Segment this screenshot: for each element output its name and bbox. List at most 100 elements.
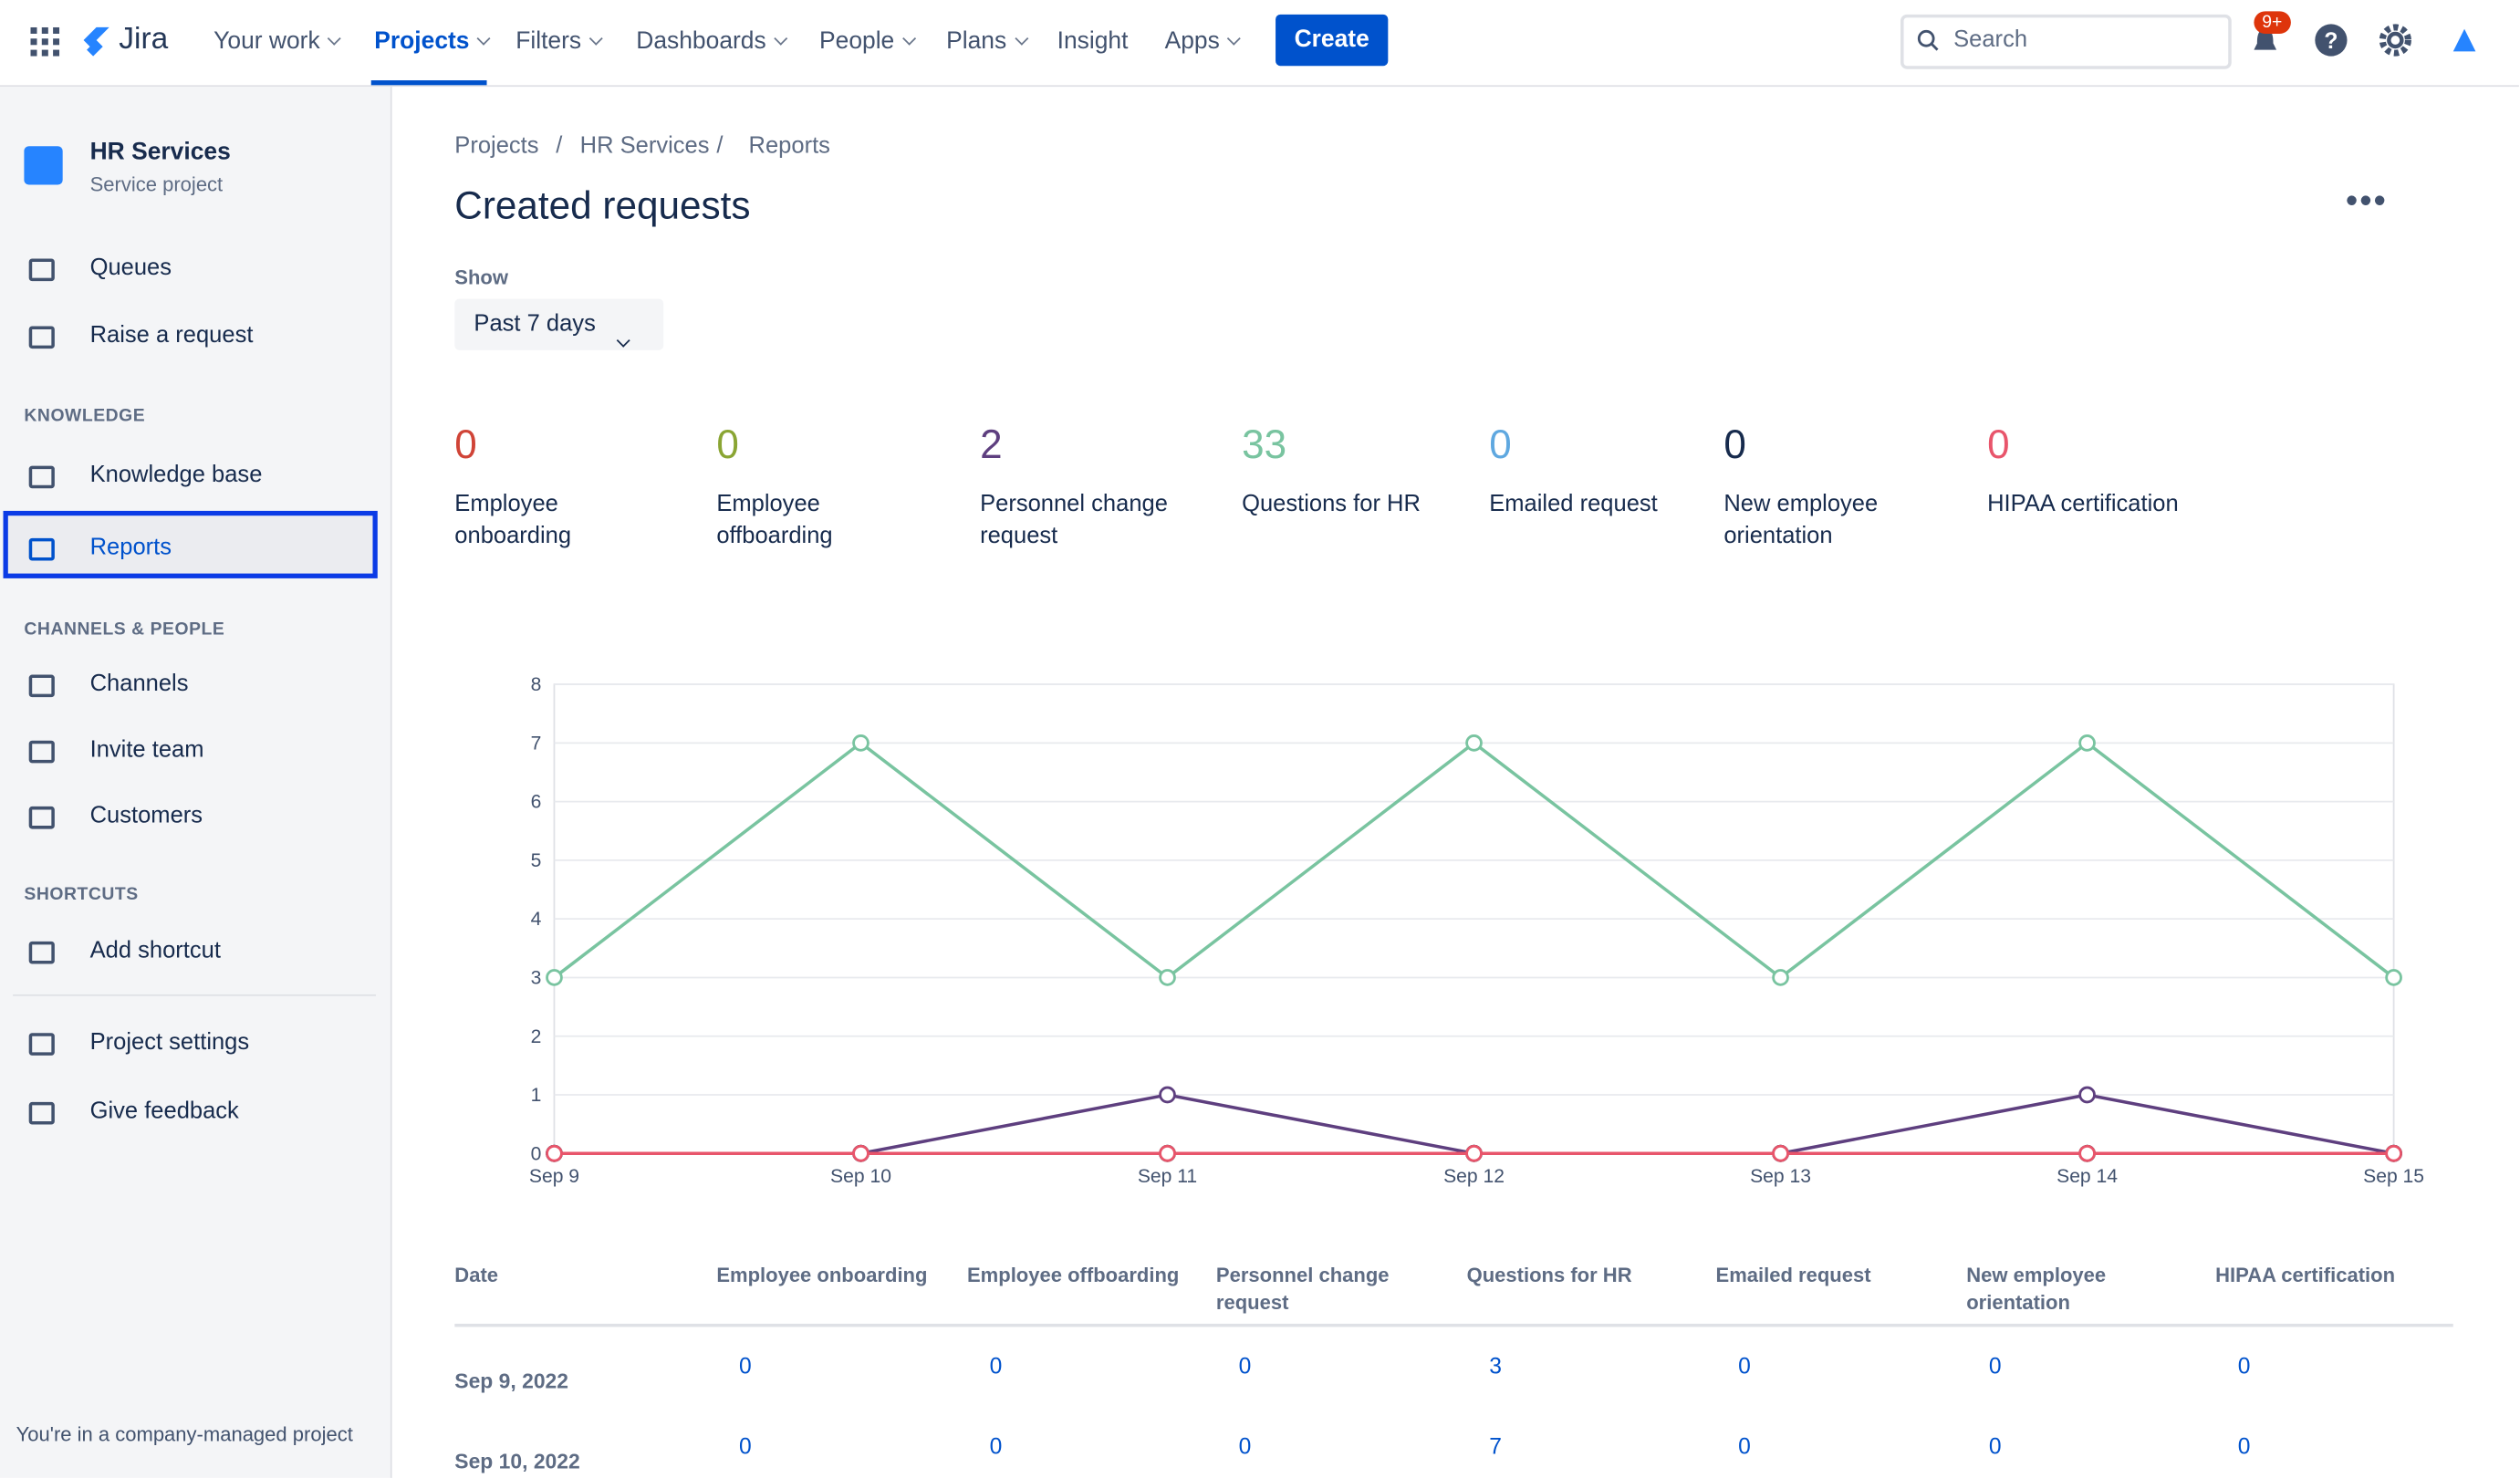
- settings-icon[interactable]: [2378, 23, 2413, 58]
- nav-icon: [28, 326, 55, 349]
- sidebar-item[interactable]: Invite team: [89, 737, 204, 764]
- y-tick-label: 4: [531, 909, 542, 930]
- jira-logo[interactable]: [80, 24, 112, 57]
- sidebar-item[interactable]: Knowledge base: [89, 463, 263, 489]
- nav-icon: [28, 537, 55, 561]
- table-date: Sep 10, 2022: [454, 1449, 580, 1473]
- svg-text:?: ?: [2324, 29, 2338, 54]
- table-header: Personnel change request: [1215, 1264, 1390, 1315]
- app-switcher[interactable]: [30, 26, 60, 57]
- table-value[interactable]: 0: [989, 1432, 1003, 1459]
- table-value[interactable]: 0: [738, 1352, 752, 1379]
- y-tick-label: 6: [531, 792, 542, 813]
- nav-item[interactable]: Dashboards: [636, 27, 788, 55]
- product-name[interactable]: Jira: [119, 22, 169, 57]
- sidebar: [0, 87, 392, 1478]
- active-indicator: [370, 80, 487, 86]
- table-header: Questions for HR: [1466, 1264, 1632, 1287]
- table-value[interactable]: 0: [1988, 1352, 2002, 1379]
- more-actions[interactable]: •••: [2345, 180, 2388, 221]
- sidebar-item[interactable]: Reports: [89, 535, 172, 561]
- nav-item[interactable]: Your work: [213, 27, 341, 55]
- data-point: [1465, 734, 1483, 752]
- y-tick-label: 8: [531, 674, 542, 695]
- section-heading: KNOWLEDGE: [24, 406, 146, 426]
- data-point: [2078, 1144, 2096, 1162]
- top-nav: [0, 0, 2519, 88]
- summary-count: 0: [1489, 422, 1512, 468]
- y-tick-label: 7: [531, 733, 542, 754]
- project-type: Service project: [89, 173, 224, 196]
- nav-item[interactable]: Plans: [946, 27, 1028, 55]
- sidebar-item[interactable]: Give feedback: [89, 1098, 239, 1125]
- table-value[interactable]: 3: [1489, 1352, 1502, 1379]
- search-box[interactable]: [1900, 14, 2232, 69]
- table-value[interactable]: 0: [1238, 1432, 1252, 1459]
- data-point: [852, 734, 870, 752]
- breadcrumb[interactable]: Projects: [454, 133, 539, 160]
- y-tick-label: 2: [531, 1026, 542, 1047]
- table-value[interactable]: 0: [989, 1352, 1003, 1379]
- nav-icon: [28, 806, 55, 829]
- caret: [588, 31, 603, 46]
- data-point: [2078, 1086, 2096, 1104]
- breadcrumb-separator: /: [556, 133, 563, 160]
- page-title: Created requests: [454, 184, 751, 229]
- data-point: [1159, 1086, 1176, 1104]
- nav-item[interactable]: Apps: [1165, 27, 1242, 55]
- nav-icon: [28, 1101, 55, 1125]
- table-value[interactable]: 0: [1738, 1432, 1751, 1459]
- nav-item[interactable]: Insight: [1057, 26, 1129, 55]
- data-point: [546, 969, 563, 986]
- sidebar-item[interactable]: Add shortcut: [89, 938, 221, 964]
- table-value[interactable]: 0: [1738, 1352, 1751, 1379]
- create-button[interactable]: Create: [1276, 14, 1389, 67]
- table-value[interactable]: 7: [1489, 1432, 1502, 1459]
- x-tick-label: Sep 14: [2057, 1166, 2118, 1187]
- nav-icon: [28, 740, 55, 764]
- caret: [328, 31, 341, 46]
- x-tick-label: Sep 15: [2363, 1166, 2424, 1187]
- nav-item[interactable]: Filters: [515, 27, 603, 55]
- summary-count: 33: [1242, 422, 1287, 468]
- table-value[interactable]: 0: [2237, 1352, 2251, 1379]
- notifications-icon[interactable]: [2249, 26, 2281, 57]
- y-tick-label: 3: [531, 967, 542, 988]
- data-point: [1465, 1144, 1483, 1162]
- sidebar-item[interactable]: Queues: [89, 255, 172, 282]
- project-name[interactable]: HR Services: [89, 138, 231, 166]
- x-tick-label: Sep 10: [830, 1166, 891, 1187]
- sidebar-item[interactable]: Customers: [89, 803, 203, 829]
- table-header: Employee offboarding: [967, 1264, 1180, 1287]
- summary-count: 2: [980, 422, 1003, 468]
- project-avatar: [24, 146, 63, 185]
- table-value[interactable]: 0: [1238, 1352, 1252, 1379]
- table-header: Date: [454, 1264, 499, 1287]
- section-heading: CHANNELS & PEOPLE: [24, 619, 225, 640]
- data-point: [2078, 734, 2096, 752]
- table-value[interactable]: 0: [1988, 1432, 2002, 1459]
- search-placeholder: Search: [1953, 26, 2028, 54]
- filter-value: Past 7 days: [474, 311, 596, 338]
- sidebar-item[interactable]: Raise a request: [89, 322, 254, 349]
- sidebar-item[interactable]: Project settings: [89, 1029, 250, 1056]
- atlassian-logo[interactable]: [2452, 27, 2477, 53]
- nav-item[interactable]: People: [819, 27, 916, 55]
- help-icon[interactable]: ?: [2314, 23, 2349, 58]
- sidebar-footer: You're in a company-managed project: [16, 1423, 353, 1446]
- sidebar-item[interactable]: Channels: [89, 671, 189, 698]
- summary-count: 0: [454, 422, 477, 468]
- series-line: [554, 1093, 2394, 1156]
- nav-icon: [28, 674, 55, 698]
- breadcrumb: Reports: [748, 133, 830, 160]
- nav-item[interactable]: Projects: [374, 27, 491, 55]
- breadcrumb-separator: /: [716, 133, 724, 160]
- nav-icon: [28, 1033, 55, 1056]
- filter-dropdown[interactable]: [454, 298, 664, 350]
- data-point: [1159, 1144, 1176, 1162]
- breadcrumb[interactable]: HR Services: [579, 133, 710, 160]
- data-point: [852, 1144, 870, 1162]
- table-value[interactable]: 0: [738, 1432, 752, 1459]
- table-value[interactable]: 0: [2237, 1432, 2251, 1459]
